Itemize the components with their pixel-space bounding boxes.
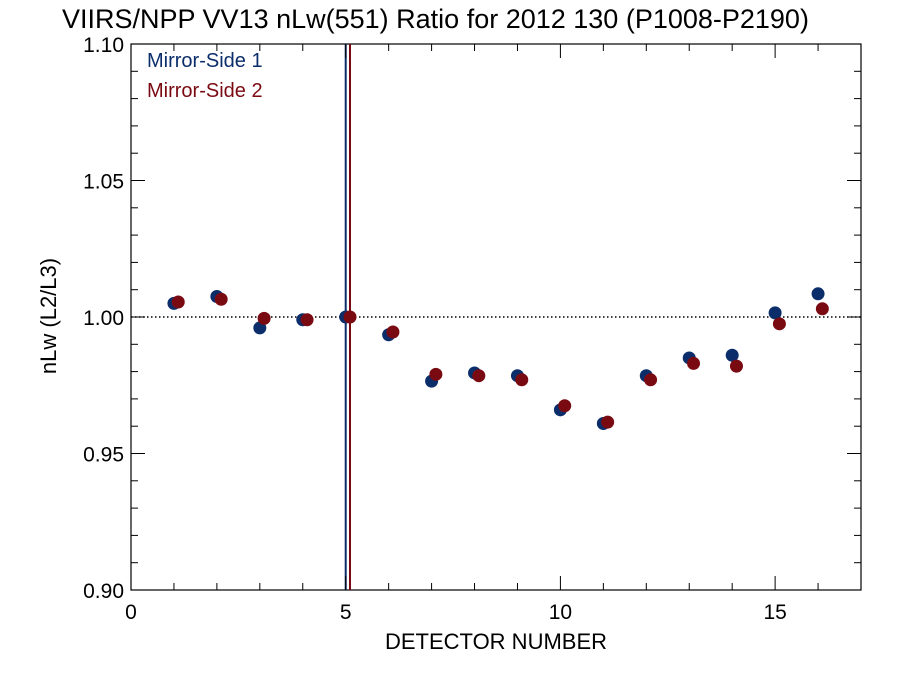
point-mirror-side-1 <box>768 306 782 320</box>
x-axis-label: DETECTOR NUMBER <box>385 629 607 654</box>
point-mirror-side-2 <box>300 313 314 327</box>
axis-ticks: 0 5 10 15 0.90 0.95 1.00 1.05 1.10 <box>83 34 861 624</box>
point-mirror-side-2 <box>429 367 443 381</box>
point-mirror-side-1 <box>725 348 739 362</box>
point-mirror-side-2 <box>214 292 228 306</box>
legend: Mirror-Side 1 Mirror-Side 2 <box>147 50 263 102</box>
point-mirror-side-2 <box>687 356 701 370</box>
chart-title: VIIRS/NPP VV13 nLw(551) Ratio for 2012 1… <box>62 4 809 34</box>
y-tick-label: 1.05 <box>83 171 124 194</box>
point-mirror-side-2 <box>772 317 786 331</box>
x-tick-label: 15 <box>763 601 786 624</box>
point-mirror-side-2 <box>472 369 486 383</box>
point-mirror-side-2 <box>815 302 829 316</box>
point-mirror-side-2 <box>601 415 615 429</box>
x-tick-label: 0 <box>125 601 137 624</box>
point-mirror-side-2 <box>343 310 357 324</box>
y-axis-label: nLw (L2/L3) <box>36 258 61 374</box>
legend-label-mirror-side-2: Mirror-Side 2 <box>147 80 263 102</box>
data-points <box>167 287 829 430</box>
x-tick-label: 10 <box>549 601 572 624</box>
point-mirror-side-2 <box>386 325 400 339</box>
point-mirror-side-2 <box>729 359 743 373</box>
point-mirror-side-2 <box>644 373 658 387</box>
y-tick-label: 0.95 <box>83 444 124 467</box>
legend-label-mirror-side-1: Mirror-Side 1 <box>147 50 263 72</box>
point-mirror-side-2 <box>515 373 529 387</box>
x-tick-label: 5 <box>340 601 352 624</box>
point-mirror-side-2 <box>171 295 185 309</box>
point-mirror-side-2 <box>558 399 572 413</box>
point-mirror-side-2 <box>257 311 271 325</box>
y-tick-label: 1.10 <box>83 34 124 57</box>
y-tick-label: 1.00 <box>83 307 124 330</box>
y-tick-label: 0.90 <box>83 580 124 603</box>
point-mirror-side-1 <box>811 287 825 301</box>
